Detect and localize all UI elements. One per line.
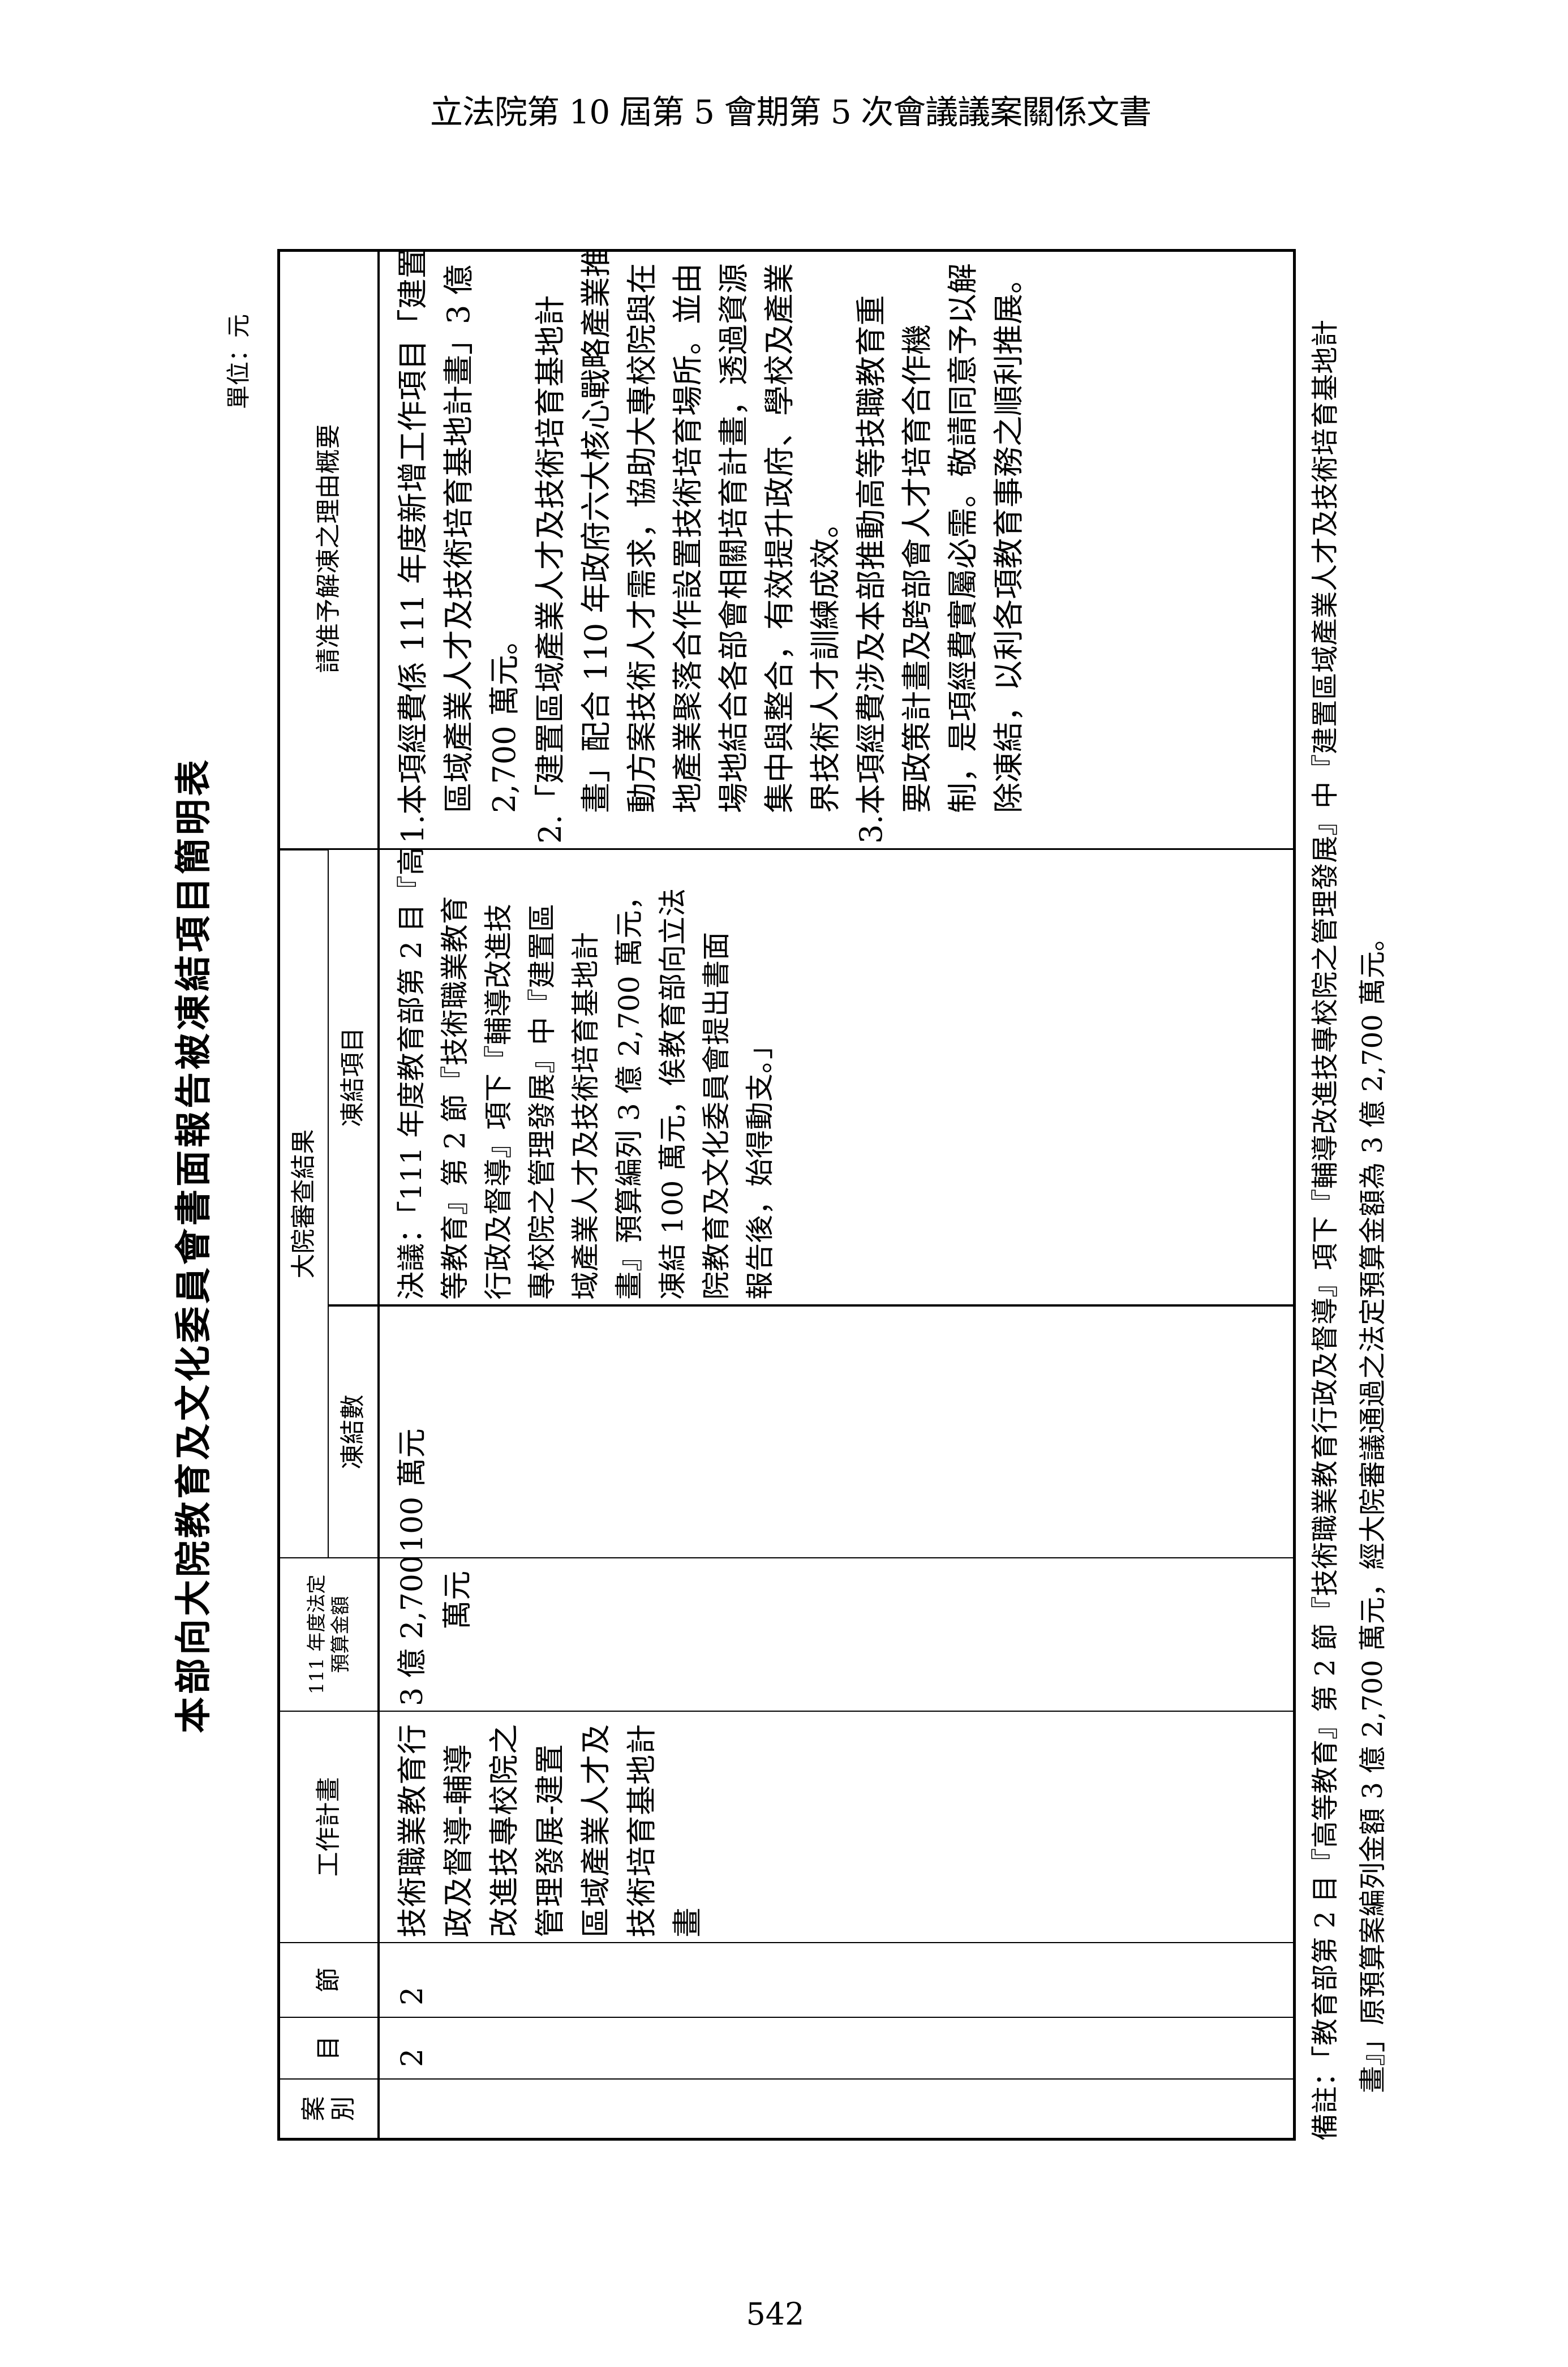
reason-line: 動方案技術人才需求，協助大專校院與在 (624, 263, 660, 813)
cell-frozen-amount: 100 萬元 (380, 1304, 1293, 1557)
reason-line: 界技術人才訓練成效。 (807, 508, 843, 813)
budget-line: 萬元 (441, 1570, 475, 1630)
work-plan-line: 畫 (671, 1907, 705, 1938)
work-plan-line: 技術培育基地計 (625, 1724, 659, 1938)
header-frozen-amount: 凍結數 (329, 1304, 380, 1557)
cell-budget: 3 億 2,700 萬元 (380, 1557, 1293, 1711)
frozen-items-table: 案別 目 節 工作計畫 111 年度法定 預算金額 大院審查結果 請准予解凍之理… (277, 249, 1296, 2141)
cell-reason: 1.本項經費係 111 年度新增工作項目「建置 區域產業人才及技術培育基地計畫」3… (380, 249, 1293, 849)
cell-item: 2 (380, 2017, 1293, 2078)
reason-line: 2.「建置區域產業人才及技術培育基地計 (532, 295, 568, 844)
unit-label: 單位：元 (225, 313, 252, 409)
footnote: 備註：「教育部第 2 目『高等教育』第 2 節『技術職業教育行政及督導』項下『輔… (1301, 217, 1397, 2141)
frozen-item-line: 行政及督導』項下『輔導改進技 (482, 904, 515, 1300)
reason-line: 要政策計畫及跨部會人才培育合作機 (899, 324, 935, 813)
footnote-line: 畫』」原預算案編列金額 3 億 2,700 萬元，經大院審議通過之法定預算金額為… (1357, 924, 1389, 2093)
work-plan-line: 管理發展-建置 (533, 1743, 568, 1938)
frozen-item-line: 專校院之管理發展』中『建置區 (526, 904, 559, 1300)
header-budget: 111 年度法定 預算金額 (280, 1557, 380, 1711)
header-budget-year: 111 年度法定 (306, 1574, 328, 1695)
page-number: 542 (746, 2296, 805, 2332)
reason-line: 3.本項經費涉及本部推動高等技職教育重 (853, 295, 889, 844)
reason-line: 2,700 萬元。 (487, 624, 522, 813)
reason-line: 畫」配合 110 年政府六大核心戰略產業推 (578, 249, 614, 813)
budget-line: 3 億 2,700 (396, 1557, 429, 1706)
header-reason: 請准予解凍之理由概要 (280, 249, 380, 849)
header-item: 目 (280, 2017, 380, 2078)
footnote-line: 備註：「教育部第 2 目『高等教育』第 2 節『技術職業教育行政及督導』項下『輔… (1309, 319, 1341, 2141)
header-case-label: 案別 (299, 2096, 358, 2121)
page-title: 本部向大院教育及文化委員會書面報告被凍結項目簡明表 (173, 757, 215, 1733)
frozen-item-line: 凍結 100 萬元，俟教育部向立法 (656, 888, 689, 1300)
frozen-item-line: 院教育及文化委員會提出書面 (700, 932, 733, 1300)
reason-line: 集中與整合，有效提升政府、學校及產業 (762, 263, 797, 813)
cell-section: 2 (380, 1942, 1293, 2017)
cell-frozen-item: 決議：「111 年度教育部第 2 目『高 等教育』第 2 節『技術職業教育 行政及督… (380, 849, 1293, 1304)
header-section: 節 (280, 1942, 380, 2017)
reason-line: 地產業聚落合作設置技術培育場所。並由 (670, 263, 706, 813)
cell-case (380, 2078, 1293, 2138)
reason-line: 制，是項經費實屬必需。敬請同意予以解 (945, 263, 981, 813)
reason-line: 區域產業人才及技術培育基地計畫」3 億 (441, 264, 476, 813)
header-budget-amount: 預算金額 (329, 1596, 352, 1673)
header-work-plan: 工作計畫 (280, 1711, 380, 1942)
work-plan-line: 區域產業人才及 (579, 1724, 613, 1938)
reason-line: 除凍結，以利各項教育事務之順利推展。 (991, 263, 1026, 813)
work-plan-line: 技術職業教育行 (396, 1724, 430, 1938)
header-case: 案別 (280, 2078, 380, 2138)
reason-line: 場地結合各部會相關培育計畫，透過資源 (716, 263, 751, 813)
work-plan-line: 政及督導-輔導 (441, 1743, 476, 1938)
cell-work-plan: 技術職業教育行 政及督導-輔導 改進技專校院之 管理發展-建置 區域產業人才及 技術培育基… (380, 1711, 1293, 1942)
frozen-item-line: 域產業人才及技術培育基地計 (569, 932, 602, 1300)
frozen-item-line: 報告後，始得動支。」 (744, 1031, 776, 1300)
frozen-item-line: 決議：「111 年度教育部第 2 目『高 (395, 849, 428, 1300)
frozen-item-line: 畫』預算編列 3 億 2,700 萬元， (613, 882, 646, 1300)
header-frozen-item: 凍結項目 (329, 849, 380, 1304)
frozen-item-line: 等教育』第 2 節『技術職業教育 (439, 896, 471, 1300)
header-review-result: 大院審查結果 (280, 849, 329, 1557)
reason-line: 1.本項經費係 111 年度新增工作項目「建置 (395, 249, 431, 844)
work-plan-line: 改進技專校院之 (487, 1724, 522, 1938)
document-header: 立法院第 10 屆第 5 會期第 5 次會議議案關係文書 (430, 93, 1152, 131)
